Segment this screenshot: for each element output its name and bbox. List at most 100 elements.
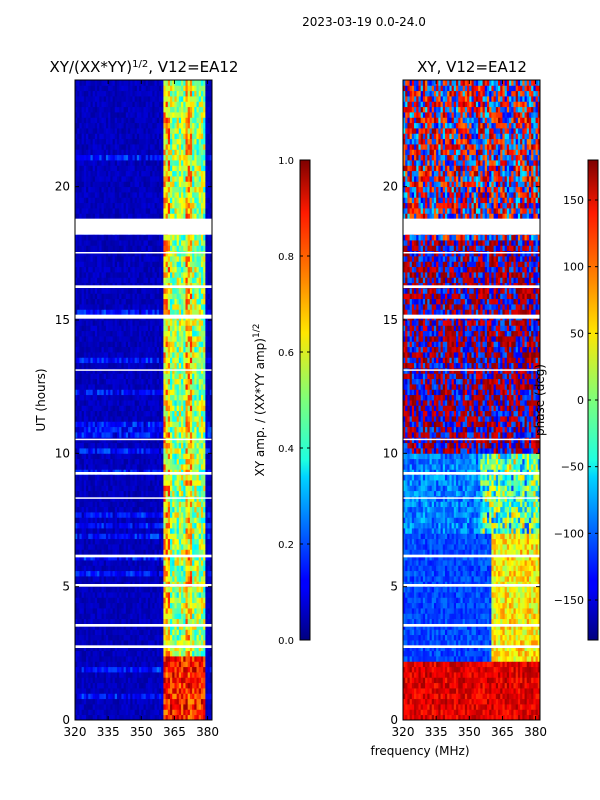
heatmap-cell	[108, 501, 111, 508]
heatmap-cell	[150, 704, 153, 710]
heatmap-cell	[92, 474, 96, 481]
heatmap-cell	[154, 592, 158, 598]
heatmap-cell	[172, 709, 175, 716]
heatmap-cell	[79, 672, 83, 678]
heatmap-cell	[83, 688, 87, 694]
heatmap-cell	[81, 426, 85, 433]
heatmap-cell	[132, 522, 136, 529]
heatmap-cell	[196, 506, 200, 513]
heatmap-cell	[172, 421, 175, 428]
heatmap-cell	[136, 506, 140, 513]
heatmap-cell	[158, 608, 162, 614]
heatmap-cell	[101, 597, 105, 604]
heatmap-cell	[90, 453, 94, 460]
heatmap-cell	[136, 394, 140, 401]
heatmap-cell	[189, 506, 193, 513]
heatmap-cell	[143, 586, 147, 593]
heatmap-cell	[116, 410, 120, 417]
heatmap-cell	[181, 522, 184, 529]
heatmap-cell	[174, 661, 178, 668]
heatmap-cell	[198, 416, 202, 422]
heatmap-cell	[200, 410, 204, 417]
heatmap-cell	[194, 437, 197, 444]
heatmap-cell	[97, 437, 100, 444]
heatmap-cell	[99, 602, 102, 609]
heatmap-cell	[134, 501, 138, 508]
heatmap-cell	[108, 661, 111, 668]
heatmap-cell	[156, 474, 160, 481]
heatmap-cell	[152, 464, 155, 470]
heatmap-cell	[185, 661, 189, 668]
heatmap-cell	[187, 448, 191, 454]
heatmap-cell	[154, 437, 158, 444]
heatmap-cell	[97, 698, 100, 705]
heatmap-cell	[209, 538, 213, 545]
heatmap-cell	[150, 608, 153, 614]
heatmap-cell	[99, 528, 102, 534]
heatmap-cell	[86, 442, 89, 449]
heatmap-cell	[141, 464, 144, 470]
heatmap-cell	[167, 480, 171, 486]
heatmap-cell	[156, 586, 160, 593]
heatmap-cell	[156, 714, 160, 721]
heatmap-cell	[141, 602, 144, 609]
heatmap-cell	[128, 640, 131, 646]
heatmap-cell	[125, 560, 129, 566]
heatmap-cell	[81, 592, 85, 598]
heatmap-cell	[178, 576, 182, 582]
heatmap-cell	[86, 634, 89, 641]
heatmap-cell	[110, 592, 113, 598]
heatmap-cell	[77, 400, 80, 406]
heatmap-cell	[167, 650, 171, 657]
heatmap-cell	[203, 656, 206, 662]
heatmap-cell	[139, 485, 142, 492]
heatmap-cell	[114, 650, 118, 657]
heatmap-cell	[83, 666, 87, 673]
heatmap-cell	[116, 464, 120, 470]
heatmap-cell	[187, 682, 191, 689]
heatmap-cell	[112, 480, 116, 486]
heatmap-cell	[181, 533, 184, 540]
heatmap-cell	[207, 490, 211, 497]
heatmap-cell	[205, 490, 208, 497]
heatmap-cell	[154, 432, 158, 438]
heatmap-cell	[90, 437, 94, 444]
heatmap-cell	[134, 576, 138, 582]
heatmap-cell	[161, 426, 164, 433]
heatmap-cell	[183, 554, 186, 561]
heatmap-cell	[130, 453, 133, 460]
heatmap-cell	[94, 688, 98, 694]
heatmap-cell	[134, 533, 138, 540]
heatmap-cell	[75, 709, 78, 716]
heatmap-cell	[141, 714, 144, 721]
heatmap-cell	[152, 549, 155, 556]
heatmap-cell	[94, 682, 98, 689]
heatmap-cell	[108, 421, 111, 428]
heatmap-cell	[174, 416, 178, 422]
heatmap-cell	[172, 506, 175, 513]
heatmap-cell	[112, 517, 116, 524]
heatmap-cell	[178, 501, 182, 508]
heatmap-cell	[90, 688, 94, 694]
heatmap-cell	[161, 544, 164, 550]
heatmap-cell	[88, 533, 91, 540]
heatmap-cell	[75, 549, 78, 556]
heatmap-cell	[154, 650, 158, 657]
heatmap-cell	[209, 554, 213, 561]
heatmap-cell	[185, 640, 189, 646]
heatmap-cell	[196, 656, 200, 662]
heatmap-cell	[205, 533, 208, 540]
heatmap-cell	[209, 437, 213, 444]
heatmap-cell	[108, 405, 111, 412]
heatmap-cell	[86, 613, 89, 620]
heatmap-cell	[200, 576, 204, 582]
heatmap-cell	[145, 656, 149, 662]
heatmap-cell	[110, 661, 113, 668]
heatmap-cell	[83, 485, 87, 492]
heatmap-cell	[79, 624, 83, 630]
heatmap-cell	[86, 522, 89, 529]
heatmap-cell	[152, 538, 155, 545]
heatmap-cell	[203, 698, 206, 705]
heatmap-cell	[94, 448, 98, 454]
heatmap-cell	[92, 586, 96, 593]
